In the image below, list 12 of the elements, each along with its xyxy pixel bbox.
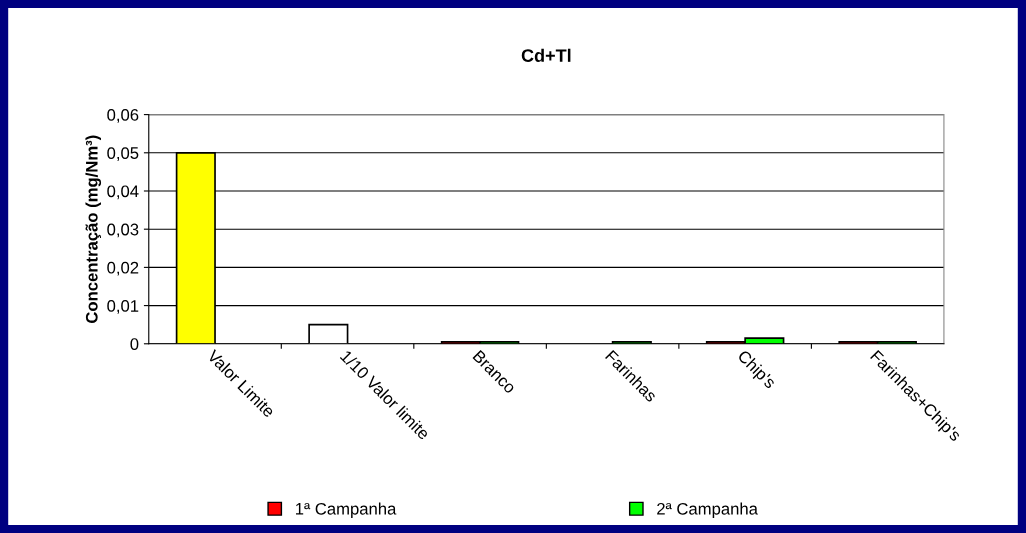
y-axis-title: Concentração (mg/Nm³) <box>85 135 102 323</box>
y-tick-label: 0,04 <box>107 185 139 200</box>
legend-label: 1ª Campanha <box>296 502 397 518</box>
legend-label: 2ª Campanha <box>657 502 758 518</box>
chart-title: Cd+Tl <box>521 48 571 62</box>
y-tick-label: 0,05 <box>107 147 139 161</box>
y-tick-label: 0,03 <box>107 223 139 238</box>
y-tick-label: 0,06 <box>107 109 139 123</box>
y-tick-label: 0 <box>130 338 139 350</box>
y-tick-label: 0,01 <box>107 299 139 314</box>
y-tick-label: 0,02 <box>107 261 139 276</box>
bar <box>308 323 349 344</box>
